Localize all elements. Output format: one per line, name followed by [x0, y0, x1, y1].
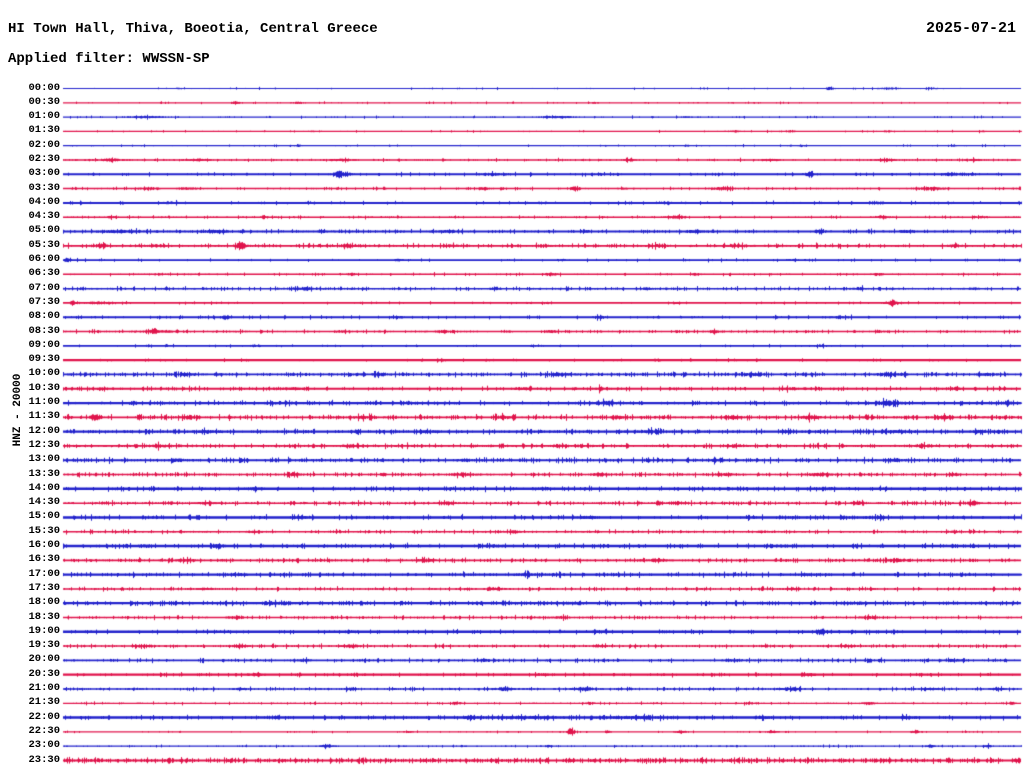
time-label: 11:00 — [28, 396, 60, 409]
time-label: 07:30 — [28, 295, 60, 308]
time-label: 17:00 — [28, 567, 60, 580]
time-label: 00:00 — [28, 81, 60, 94]
time-label: 02:30 — [28, 152, 60, 165]
time-label: 22:00 — [28, 710, 60, 723]
time-label: 06:00 — [28, 253, 60, 266]
time-label: 21:00 — [28, 682, 60, 694]
time-label: 05:00 — [28, 224, 60, 237]
time-label: 02:00 — [28, 138, 60, 151]
time-label: 16:30 — [28, 553, 60, 566]
time-label: 04:30 — [28, 210, 60, 223]
time-label: 18:30 — [28, 610, 60, 623]
time-label: 22:30 — [28, 724, 60, 737]
time-label: 01:00 — [28, 110, 60, 123]
time-label: 13:30 — [28, 467, 60, 480]
time-label: 21:30 — [28, 696, 60, 709]
time-label: 15:00 — [28, 510, 60, 523]
time-label: 15:30 — [28, 524, 60, 537]
date-label: 2025-07-21 — [925, 20, 1016, 37]
filter-label: Applied filter: WWSSN-SP — [8, 51, 210, 67]
time-label: 20:30 — [28, 667, 60, 680]
time-label: 20:00 — [28, 653, 60, 666]
time-label: 13:00 — [28, 453, 60, 466]
time-label: 16:00 — [28, 539, 60, 552]
time-label: 12:00 — [28, 424, 60, 437]
time-label: 05:30 — [28, 238, 60, 251]
station-title: HI Town Hall, Thiva, Boeotia, Central Gr… — [8, 21, 378, 37]
time-label: 09:00 — [28, 338, 60, 351]
time-label: 09:30 — [28, 353, 60, 366]
time-label: 10:30 — [28, 381, 60, 394]
time-label: 10:00 — [28, 367, 60, 380]
time-label: 17:30 — [28, 581, 60, 594]
time-label: 00:30 — [28, 95, 60, 108]
time-label: 08:30 — [28, 324, 60, 337]
time-label: 19:30 — [28, 639, 60, 652]
time-label: 07:00 — [28, 281, 60, 294]
time-label: 18:00 — [28, 596, 60, 609]
time-label: 12:30 — [28, 438, 60, 451]
time-label: 04:00 — [28, 195, 60, 208]
time-label: 03:30 — [28, 181, 60, 194]
time-label: 14:00 — [28, 481, 60, 494]
time-label: 06:30 — [28, 267, 60, 280]
time-label: 08:00 — [28, 310, 60, 323]
time-label: 23:00 — [28, 739, 60, 752]
time-label: 14:30 — [28, 496, 60, 509]
time-label: 11:30 — [28, 410, 60, 423]
time-label: 23:30 — [28, 753, 60, 766]
time-label: 19:00 — [28, 624, 60, 637]
time-label: 03:00 — [28, 167, 60, 180]
time-label: 01:30 — [28, 124, 60, 137]
